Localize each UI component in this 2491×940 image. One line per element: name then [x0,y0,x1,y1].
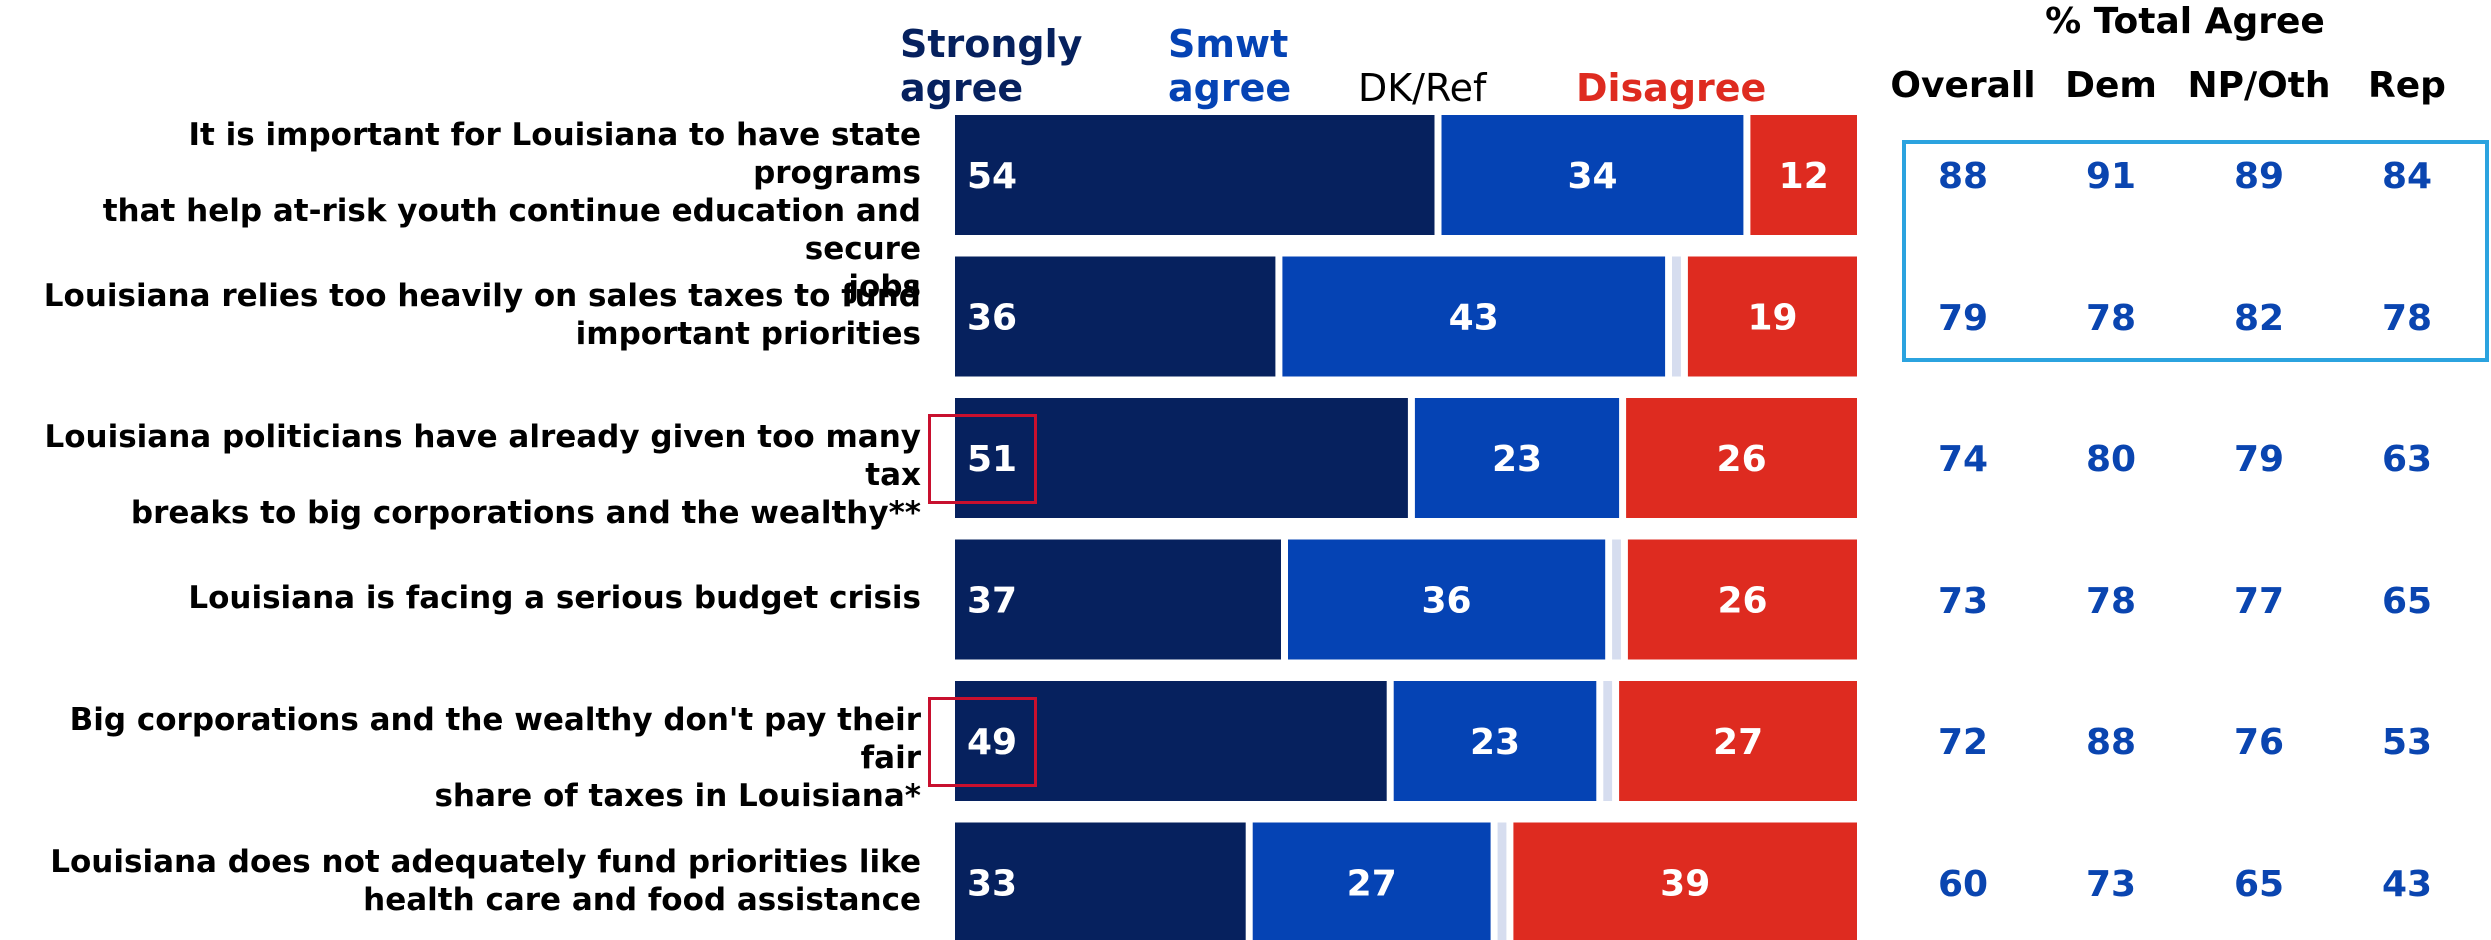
callout-box [928,414,1037,504]
totals-value: 79 [2233,439,2285,480]
totals-column-header: Rep [2368,65,2446,106]
bar-dk-ref [1672,256,1681,377]
totals-column-header: Overall [1890,65,2036,106]
bar-smwt-agree [1393,681,1597,801]
totals-value: 76 [2233,722,2285,763]
totals-value: 65 [2233,863,2285,905]
statement-label: Louisiana does not adequately fund prior… [50,843,921,918]
bar-strongly-agree [955,398,1408,518]
totals-value: 82 [2233,297,2285,339]
data-label-disagree: 19 [1747,298,1797,339]
bar-smwt-agree [1252,822,1491,940]
totals-title: % Total Agree [2045,1,2325,42]
totals-value: 80 [2085,439,2137,480]
bar-disagree [1513,822,1857,940]
legend-smwt-agree: Smwt agree [1168,22,1292,110]
totals-value: 73 [2085,863,2137,905]
data-label-disagree: 26 [1717,439,1767,480]
totals-column-header: NP/Oth [2187,65,2331,106]
legend-disagree: Disagree [1576,66,1767,110]
bar-strongly-agree [955,681,1387,801]
statement-label: Louisiana is facing a serious budget cri… [188,579,921,616]
statement-label: Louisiana relies too heavily on sales ta… [43,277,921,352]
totals-value: 73 [1937,580,1989,622]
legend-dk-ref: DK/Ref [1358,66,1487,110]
statement-label: Louisiana politicians have already given… [44,419,921,531]
bar-smwt-agree [1414,398,1620,518]
totals-value: 91 [2085,156,2137,197]
data-label-strongly-agree: 33 [967,864,1017,905]
data-label-disagree: 12 [1779,156,1829,197]
totals-value: 74 [1937,439,1989,480]
bar-strongly-agree [955,822,1246,940]
data-label-smwt-agree: 27 [1347,864,1397,905]
totals-value: 72 [1937,722,1989,763]
bar-strongly-agree [955,539,1281,660]
statement-label: Big corporations and the wealthy don't p… [69,702,921,814]
bar-dk-ref [1612,539,1621,660]
totals-value: 79 [1937,297,1989,339]
totals-value: 78 [2381,297,2433,339]
totals-value: 43 [2381,863,2433,905]
bar-dk-ref [1497,822,1507,940]
legend-strongly-agree: Strongly agree [900,22,1083,110]
data-label-smwt-agree: 36 [1421,581,1471,622]
totals-value: 78 [2085,297,2137,339]
data-label-strongly-agree: 51 [967,439,1017,480]
totals-column-header: Dem [2065,65,2157,106]
data-label-disagree: 26 [1717,581,1767,622]
totals-value: 88 [2085,722,2137,763]
bar-disagree [1619,681,1857,801]
data-label-strongly-agree: 49 [967,722,1017,763]
totals-value: 88 [1937,156,1989,197]
bar-smwt-agree [1288,539,1606,660]
bar-strongly-agree [955,256,1276,377]
bar-disagree [1626,398,1857,518]
totals-value: 78 [2085,580,2137,622]
bar-disagree [1687,256,1857,377]
bar-disagree [1750,115,1857,235]
totals-value: 63 [2381,439,2433,480]
bar-smwt-agree [1282,256,1666,377]
totals-value: 65 [2381,580,2433,622]
data-label-smwt-agree: 23 [1492,439,1542,480]
callout-box [928,697,1037,787]
data-label-smwt-agree: 34 [1567,156,1617,197]
statement-label: It is important for Louisiana to have st… [102,117,921,305]
data-label-smwt-agree: 23 [1470,722,1520,763]
data-label-disagree: 27 [1713,722,1763,763]
data-label-smwt-agree: 43 [1449,298,1499,339]
data-label-strongly-agree: 36 [967,298,1017,339]
totals-value: 53 [2381,722,2433,763]
data-label-disagree: 39 [1660,864,1710,905]
totals-highlight-box [1902,140,2489,362]
data-label-strongly-agree: 54 [967,156,1017,197]
totals-value: 77 [2233,580,2285,622]
totals-value: 89 [2233,156,2285,197]
bar-strongly-agree [955,115,1435,235]
bar-dk-ref [1603,681,1613,801]
totals-value: 84 [2381,156,2433,197]
bar-smwt-agree [1441,115,1744,235]
totals-value: 60 [1937,863,1989,905]
bar-disagree [1627,539,1857,660]
data-label-strongly-agree: 37 [967,581,1017,622]
